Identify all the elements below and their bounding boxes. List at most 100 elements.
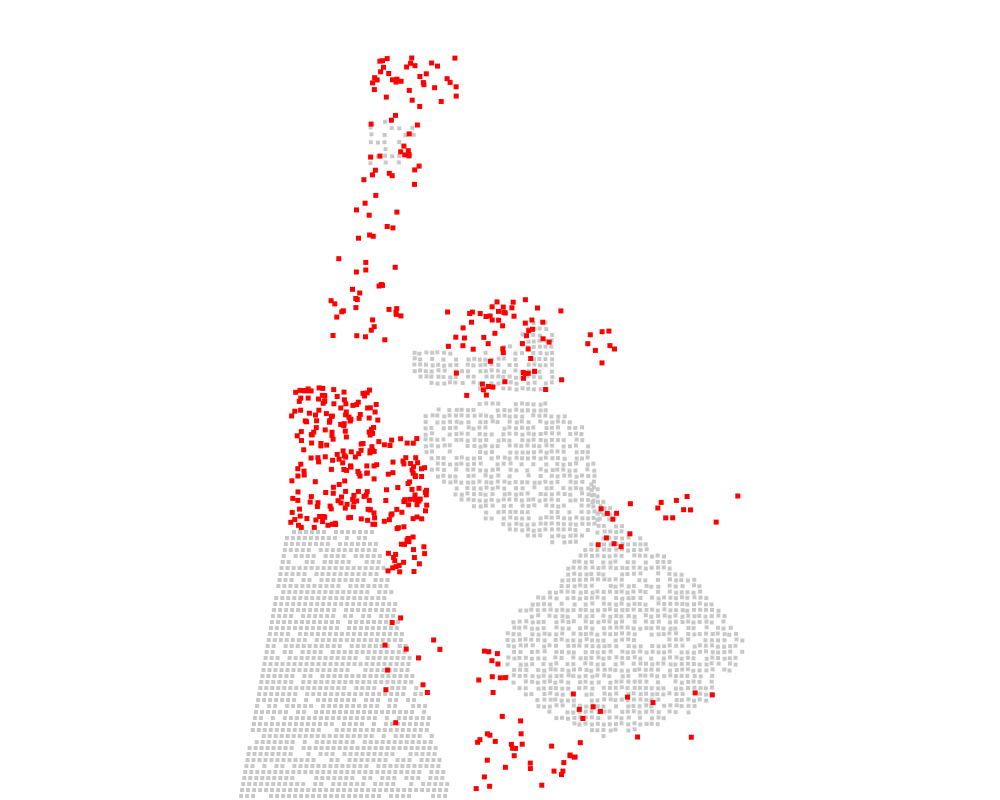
highlight-point [357, 412, 363, 417]
floor-point [432, 752, 437, 756]
object-point [667, 649, 672, 654]
object-point [542, 644, 547, 649]
object-point [601, 601, 606, 606]
floor-point [330, 548, 335, 552]
object-point [566, 578, 571, 583]
floor-point [282, 650, 287, 654]
object-point [382, 140, 387, 145]
object-point [631, 571, 636, 576]
object-point [650, 716, 654, 721]
floor-point [305, 692, 310, 696]
floor-point [318, 548, 323, 552]
object-point [661, 565, 666, 570]
floor-point [342, 752, 347, 756]
object-point [542, 692, 547, 696]
floor-point [290, 638, 295, 642]
floor-point [330, 650, 335, 654]
highlight-point [330, 490, 336, 496]
floor-point [363, 770, 368, 774]
floor-point [261, 770, 266, 774]
floor-point [333, 734, 338, 738]
floor-point [344, 608, 349, 612]
highlight-point [304, 516, 310, 521]
object-point [511, 673, 516, 678]
highlight-point [510, 745, 516, 751]
object-point [608, 728, 613, 733]
object-point [590, 674, 595, 679]
object-point [542, 704, 547, 709]
object-point [520, 414, 525, 419]
floor-point [299, 554, 304, 558]
floor-point [361, 614, 366, 618]
highlight-point [372, 409, 378, 415]
floor-point [372, 716, 377, 720]
floor-point [274, 662, 279, 666]
highlight-point [401, 143, 407, 149]
object-point [592, 509, 597, 514]
floor-point [398, 740, 403, 744]
object-point [667, 566, 672, 571]
object-point [680, 620, 685, 624]
object-point [410, 125, 415, 130]
object-point [507, 497, 512, 502]
object-point [644, 661, 648, 666]
floor-point [350, 638, 355, 642]
floor-point [288, 752, 293, 756]
highlight-point [371, 448, 377, 454]
highlight-point [296, 398, 302, 404]
floor-point [389, 590, 394, 594]
object-point [471, 486, 476, 491]
object-point [716, 656, 720, 660]
object-point [631, 638, 636, 642]
object-point [619, 721, 624, 726]
object-point [638, 644, 643, 649]
object-point [607, 692, 612, 697]
object-point [565, 662, 570, 667]
floor-point [262, 728, 267, 732]
floor-point [291, 668, 296, 672]
floor-point [375, 566, 380, 570]
floor-point [302, 608, 307, 612]
floor-point [372, 788, 377, 792]
object-point [673, 710, 678, 715]
floor-point [312, 788, 317, 792]
object-point [556, 533, 561, 538]
object-point [655, 625, 660, 630]
highlight-point [496, 308, 501, 314]
object-point [614, 566, 619, 571]
object-point [536, 668, 541, 672]
object-point [560, 715, 564, 720]
object-point [526, 504, 531, 508]
object-point [601, 704, 606, 709]
floor-point [389, 692, 394, 696]
floor-point [277, 578, 282, 582]
floor-point [344, 638, 349, 642]
object-point [568, 533, 573, 538]
object-point [596, 571, 601, 576]
highlight-point [354, 297, 360, 303]
object-point [574, 450, 579, 455]
highlight-point [627, 501, 633, 507]
floor-point [372, 752, 377, 756]
object-point [674, 637, 678, 642]
object-point [465, 431, 470, 436]
floor-point [269, 794, 274, 798]
object-point [562, 492, 567, 496]
floor-point [431, 794, 436, 798]
object-point [577, 722, 582, 727]
object-point [412, 369, 417, 374]
floor-point [280, 596, 285, 600]
object-point [495, 485, 500, 490]
highlight-point [470, 346, 476, 352]
floor-point [277, 782, 282, 786]
floor-point [320, 776, 325, 780]
floor-point [268, 698, 273, 702]
object-point [692, 595, 697, 600]
object-point [459, 497, 464, 502]
floor-point [321, 734, 326, 738]
floor-point [371, 692, 376, 696]
object-point [559, 655, 564, 660]
object-point [589, 668, 594, 673]
object-point [602, 644, 607, 649]
